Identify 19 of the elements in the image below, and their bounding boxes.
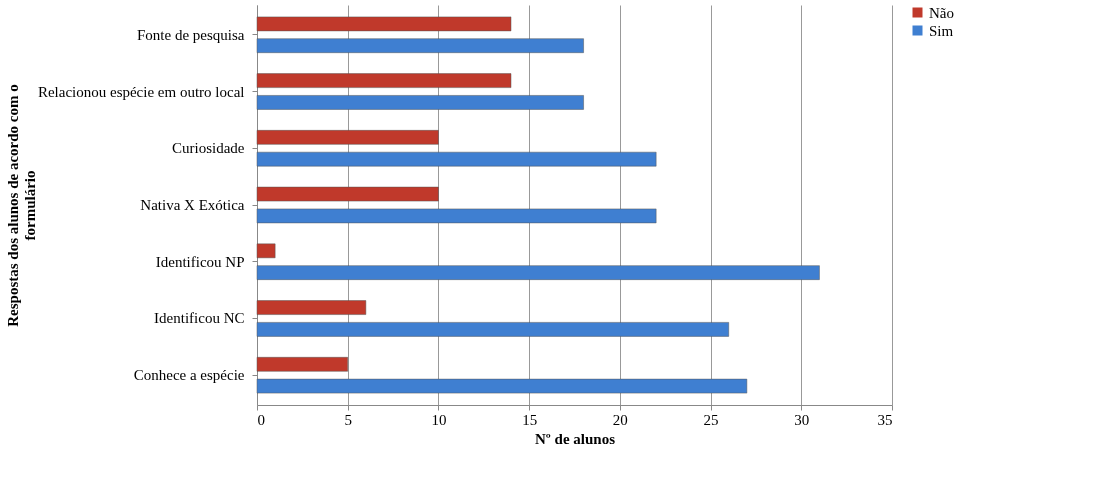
y-tick-label: Identificou NP [155,253,245,270]
x-tick-label: 35 [877,411,893,428]
x-tick-label: 0 [257,411,265,428]
x-tick-label: 20 [612,411,628,428]
legend-label: Sim [929,22,954,39]
x-tick-label: 25 [703,411,719,428]
legend-label: Não [929,4,954,21]
y-tick-label: Relacionou espécie em outro local [37,83,245,100]
x-tick-label: 30 [794,411,810,428]
x-tick-label: 10 [431,411,447,428]
y-tick-label: Nativa X Exótica [140,197,245,213]
x-tick-label: 15 [522,411,538,428]
y-tick-label: Fonte de pesquisa [137,26,245,43]
y-tick-label: Curiosidade [172,140,245,157]
x-axis-title: Nº de alunos [535,430,616,447]
x-tick-label: 5 [344,411,352,428]
y-tick-label: Identificou NC [154,310,245,327]
y-axis-title: Respostas dos alunos de acordo com o formulário [4,84,38,327]
y-tick-label: Conhece a espécie [133,367,245,384]
